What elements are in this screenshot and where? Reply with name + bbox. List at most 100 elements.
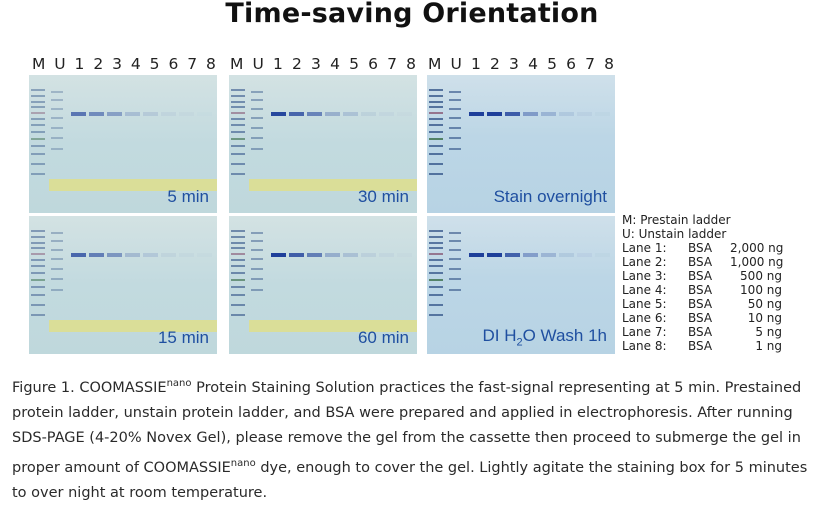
lane-label: 7 xyxy=(387,55,397,73)
bsa-band xyxy=(343,253,358,257)
lane-label: 6 xyxy=(168,55,179,73)
legend-lane-row: Lane 3: BSA 500 ng xyxy=(622,269,782,283)
bsa-band xyxy=(89,253,104,257)
ladder-band xyxy=(429,173,443,175)
ladder-band xyxy=(231,124,245,126)
bsa-band xyxy=(505,112,520,116)
legend-lane: Lane 7: xyxy=(622,325,667,339)
bsa-band xyxy=(197,253,212,257)
bsa-band xyxy=(71,253,86,257)
bsa-band xyxy=(325,112,340,116)
ladder-band xyxy=(51,268,63,270)
ladder-band xyxy=(429,112,443,114)
bsa-band xyxy=(505,253,520,257)
ladder-band xyxy=(449,240,461,242)
bsa-band xyxy=(361,112,376,116)
legend-amount: 2,000 ng xyxy=(730,241,784,255)
bsa-band xyxy=(271,253,286,257)
ladder-band xyxy=(31,294,45,296)
legend-amount: 1 ng xyxy=(755,339,782,353)
ladder-band xyxy=(231,89,245,91)
lane-label: 7 xyxy=(187,55,198,73)
gel-label-subscript: 2 xyxy=(516,336,523,348)
bsa-band xyxy=(469,112,484,116)
legend-sample: BSA xyxy=(688,339,713,353)
lane-label: 4 xyxy=(330,55,340,73)
legend-lane-row: Lane 5: BSA 50 ng xyxy=(622,297,782,311)
bsa-band xyxy=(523,112,538,116)
ladder-band xyxy=(231,145,245,147)
legend-lane: Lane 8: xyxy=(622,339,667,353)
ladder-band xyxy=(31,118,45,120)
legend-lane: Lane 4: xyxy=(622,283,667,297)
bsa-band xyxy=(559,253,574,257)
ladder-band xyxy=(31,106,45,108)
legend-amount: 100 ng xyxy=(740,283,782,297)
caption-text: Figure 1. COOMASSIE xyxy=(12,379,167,396)
ladder-band xyxy=(31,242,45,244)
legend-sample: BSA xyxy=(688,269,713,283)
ladder-band xyxy=(51,258,63,260)
ladder-band xyxy=(251,137,263,139)
lane-label: 6 xyxy=(566,55,576,73)
legend-lane: Lane 6: xyxy=(622,311,667,325)
dye-front xyxy=(249,320,417,332)
caption-superscript: nano xyxy=(230,457,256,469)
legend-lane: Lane 3: xyxy=(622,269,667,283)
gel-label: 15 min xyxy=(157,328,209,347)
lane-label: 2 xyxy=(93,55,104,73)
ladder-band xyxy=(231,259,245,261)
gel-bands xyxy=(31,230,217,332)
ladder-band xyxy=(31,124,45,126)
legend-sample: BSA xyxy=(688,255,713,269)
ladder-band xyxy=(51,137,63,139)
bsa-band xyxy=(125,253,140,257)
ladder-band xyxy=(231,253,245,255)
gel-image-15min: 15 min xyxy=(29,216,217,354)
bsa-band xyxy=(143,112,158,116)
ladder-band xyxy=(31,286,45,288)
legend-amount: 10 ng xyxy=(747,311,782,325)
ladder-band xyxy=(429,253,443,255)
gel-image-stain-overnight: Stain overnight xyxy=(427,75,615,213)
gel-bands xyxy=(231,230,417,332)
legend-marker-line: M: Prestain ladder xyxy=(622,213,731,227)
bsa-band xyxy=(523,253,538,257)
ladder-band xyxy=(31,272,45,274)
gel-image-60min: 60 min xyxy=(229,216,417,354)
bsa-band xyxy=(197,112,212,116)
bsa-band xyxy=(469,253,484,257)
ladder-band xyxy=(449,278,461,280)
ladder-band xyxy=(231,236,245,238)
ladder-band xyxy=(231,279,245,281)
legend-sample: BSA xyxy=(688,283,713,297)
ladder-band xyxy=(231,163,245,165)
bsa-band xyxy=(325,253,340,257)
ladder-band xyxy=(31,153,45,155)
lane-label: M xyxy=(428,55,442,73)
ladder-band xyxy=(251,91,263,93)
gel-image-30min: 30 min xyxy=(229,75,417,213)
lane-label: 1 xyxy=(471,55,481,73)
ladder-band xyxy=(429,101,443,103)
gel-label-main: DI H xyxy=(482,325,517,345)
ladder-band xyxy=(31,163,45,165)
legend-lane: Lane 1: xyxy=(622,241,667,255)
ladder-band xyxy=(31,89,45,91)
gel-bands xyxy=(31,89,217,191)
lane-label: 6 xyxy=(368,55,378,73)
gel-bands xyxy=(429,230,592,316)
ladder-band xyxy=(231,101,245,103)
ladder-band xyxy=(449,268,461,270)
ladder-band xyxy=(429,230,443,232)
lane-legend: M: Prestain ladder U: Unstain ladder Lan… xyxy=(622,213,784,353)
ladder-band xyxy=(449,137,461,139)
ladder-band xyxy=(429,118,443,120)
ladder-band xyxy=(449,99,461,101)
ladder-band xyxy=(449,148,461,150)
ladder-band xyxy=(251,268,263,270)
ladder-band xyxy=(51,278,63,280)
ladder-band xyxy=(429,95,443,97)
ladder-band xyxy=(449,108,461,110)
